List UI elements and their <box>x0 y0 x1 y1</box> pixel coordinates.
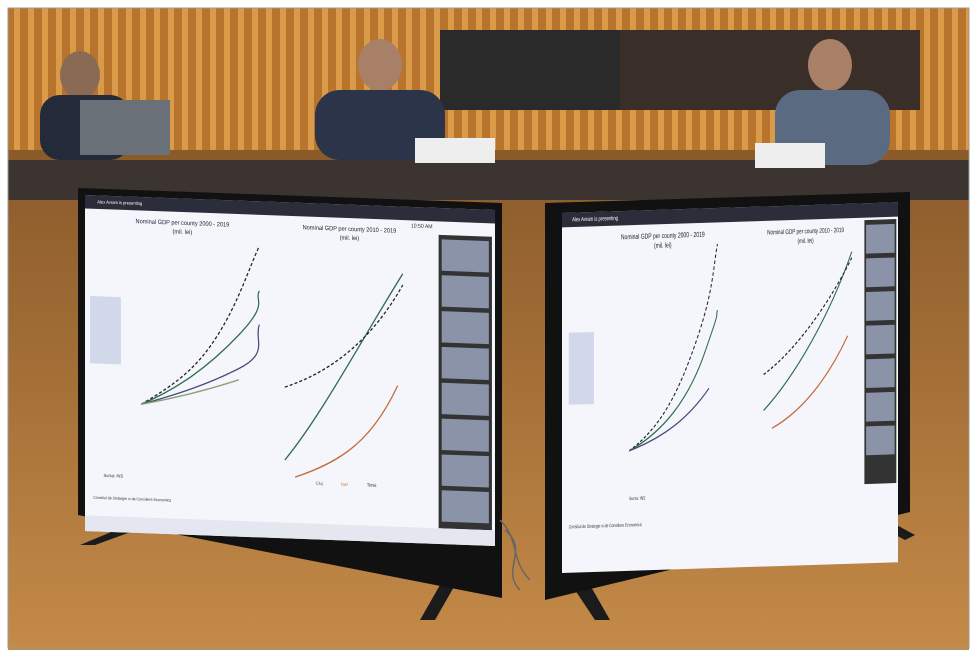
time: 10:50 AM <box>411 223 433 230</box>
window <box>440 30 620 110</box>
legend-entry: Iasi <box>341 481 347 486</box>
right-screen: Alex Avram is presenting Nominal GDP per… <box>562 202 898 573</box>
source: Sursa: INS <box>629 495 645 501</box>
chart-unit: (mil. lei) <box>654 242 672 251</box>
chart-unit: (mil. lei) <box>173 229 193 236</box>
presenter: Alex Avram is presenting <box>572 215 618 223</box>
chart-unit: (mil. lei) <box>798 238 814 245</box>
page: Alex Avram is presenting 10:50 AM Nomina… <box>0 0 977 655</box>
legend-entry: Cluj <box>316 480 323 485</box>
chart-unit: (mil. lei) <box>340 235 360 242</box>
legend-entry: Timis <box>367 482 377 488</box>
source: Sursa: INS <box>103 473 123 479</box>
left-screen: Alex Avram is presenting 10:50 AM Nomina… <box>85 195 495 546</box>
photo: Alex Avram is presenting 10:50 AM Nomina… <box>0 0 977 655</box>
